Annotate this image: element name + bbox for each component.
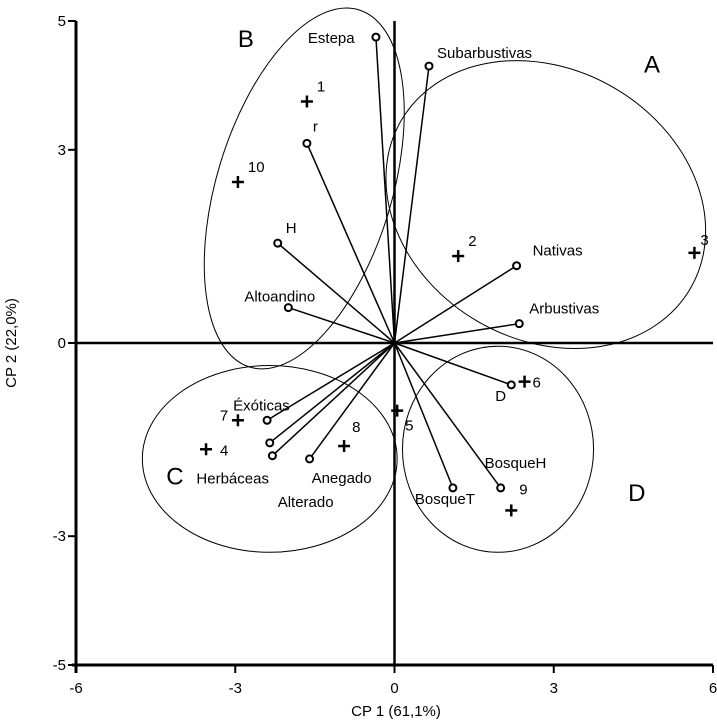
- variable-point: [265, 438, 275, 448]
- variable-vector: [394, 265, 517, 344]
- site-label: 3: [700, 232, 708, 249]
- variable-label: BosqueH: [485, 455, 547, 472]
- variable-vector: [288, 306, 395, 344]
- variable-vector: [394, 342, 512, 386]
- site-label: 6: [533, 375, 541, 392]
- x-tick-label: 0: [390, 680, 398, 697]
- y-tick-label: -3: [53, 528, 66, 545]
- variable-label: Éxóticas: [233, 397, 290, 414]
- variable-point: [302, 138, 312, 148]
- variable-label: Estepa: [308, 30, 355, 47]
- variable-label: Anegado: [312, 470, 372, 487]
- variable-label: Subarbustivas: [437, 45, 532, 62]
- variable-vector: [393, 342, 454, 489]
- y-tick-label: 5: [58, 13, 66, 30]
- site-label: 10: [248, 159, 265, 176]
- variable-vector: [393, 342, 502, 489]
- variable-point: [514, 319, 524, 329]
- group-ellipse-a: [385, 60, 707, 349]
- variable-vector: [308, 342, 396, 460]
- site-label: 5: [405, 418, 413, 435]
- variable-point: [262, 415, 272, 425]
- group-label-b: B: [238, 26, 254, 53]
- group-ellipse-d: [401, 345, 595, 553]
- variable-point: [371, 32, 381, 42]
- variable-point: [273, 238, 283, 248]
- x-tick-label: -3: [229, 680, 242, 697]
- variable-vector: [394, 322, 520, 344]
- group-label-a: A: [644, 52, 660, 79]
- group-ellipse-b: [203, 7, 405, 370]
- variable-vectors: [262, 32, 524, 493]
- site-label: 1: [317, 79, 325, 96]
- variable-label: r: [313, 118, 318, 135]
- x-tick-label: -6: [69, 680, 82, 697]
- site-label: 7: [220, 407, 228, 424]
- x-axis-title: CP 1 (61,1%): [351, 703, 441, 720]
- variable-point: [506, 380, 516, 390]
- variable-point: [424, 61, 434, 71]
- variable-point: [283, 303, 293, 313]
- variable-label: H: [286, 220, 297, 237]
- site-label: 4: [220, 442, 228, 459]
- variable-point: [448, 483, 458, 493]
- variable-label: Arbustivas: [529, 301, 599, 318]
- variable-point: [267, 451, 277, 461]
- variable-vector: [393, 65, 430, 344]
- variable-point: [305, 454, 315, 464]
- group-label-d: D: [628, 480, 645, 507]
- group-ellipse-c: [141, 365, 398, 553]
- site-label: 8: [352, 419, 360, 436]
- variable-vector: [306, 143, 396, 344]
- variable-label: Herbáceas: [196, 471, 269, 488]
- y-tick-label: -5: [53, 657, 66, 674]
- variable-label: BosqueT: [415, 491, 475, 508]
- variable-point: [512, 261, 522, 271]
- site-label: 2: [468, 233, 476, 250]
- x-tick-label: 3: [550, 680, 558, 697]
- group-ellipses: [141, 7, 707, 553]
- x-tick-label: 6: [709, 680, 717, 697]
- site-label: 9: [519, 481, 527, 498]
- y-tick-label: 3: [58, 142, 66, 159]
- variable-vector: [269, 342, 395, 444]
- variable-point: [496, 483, 506, 493]
- chart-labels: Estepa Subarbustivas r H Altoandino Nativas Ar…: [166, 26, 709, 511]
- site-markers: [200, 95, 701, 517]
- extra-label: Alterado: [278, 494, 334, 511]
- group-label-c: C: [166, 464, 183, 491]
- y-tick-label: 0: [58, 335, 66, 352]
- variable-vector: [277, 242, 395, 344]
- variable-label: Nativas: [533, 243, 583, 260]
- variable-vector: [375, 37, 396, 344]
- variable-label: D: [495, 388, 506, 405]
- y-axis-title: CP 2 (22,0%): [3, 298, 20, 388]
- variable-label: Altoandino: [244, 289, 315, 306]
- variable-vector: [266, 342, 395, 421]
- variable-vector: [271, 342, 396, 457]
